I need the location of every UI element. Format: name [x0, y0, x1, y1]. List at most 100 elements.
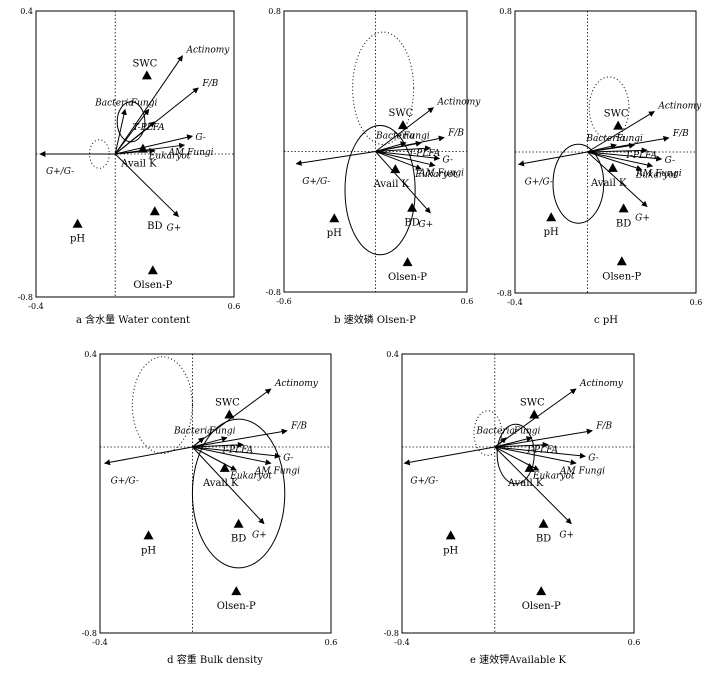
panel-c-point-ph: [546, 212, 557, 222]
panel-c-point-label: pH: [544, 227, 559, 238]
panel-b-solid-circle: [344, 125, 416, 256]
panel-a-point-ph: [72, 218, 83, 228]
panel-d-point-label: Avail K: [202, 478, 239, 489]
panel-e-arrow-label: T-PLFA: [526, 446, 558, 456]
panel-e-ytick-min: -0.8: [384, 629, 399, 638]
panel-e-solid-circle: [496, 423, 535, 485]
panel-d-arrow-am-fungi: [192, 446, 272, 466]
panel-a-arrow-fungi: [114, 108, 150, 155]
panel-d-arrow-label: AM Fungi: [254, 466, 300, 476]
panel-b-point-label: BD: [404, 218, 419, 229]
panel-c-arrow-label: Eukaryot: [635, 171, 678, 181]
panel-c-xtick-max: 0.6: [690, 298, 703, 307]
panel-d-point-label: BD: [231, 534, 246, 545]
panel-d-frame: [99, 353, 332, 634]
panel-b-arrow-am-fungi: [375, 151, 436, 168]
panel-d-arrow-f-b: [192, 428, 288, 448]
panel-e-point-label: SWC: [520, 397, 545, 408]
panel-e-point-bd: [538, 518, 549, 528]
panel-b-arrow-label: G+/G-: [302, 177, 330, 187]
panel-c-title: c pH: [594, 315, 618, 326]
panel-d-ytick-max: 0.4: [84, 350, 97, 359]
panel-e-arrow-label: Actinomy: [579, 379, 624, 389]
panel-d-arrow-eukaryot: [192, 446, 237, 471]
panel-d-arrow-label: G+: [252, 531, 267, 541]
panel-b-arrow-label: Eukaryot: [414, 170, 457, 180]
panel-e-point-ph: [445, 530, 456, 540]
panel-a-point-label: Avail K: [120, 159, 157, 170]
panel-a-arrow-label: AM Fungi: [168, 148, 214, 158]
panel-e: Actinomy F/B Bacteria Fungi T-PLFA G- AM Fungi…: [384, 350, 641, 666]
panel-c-arrow-label: F/B: [672, 129, 689, 139]
panel-e-point-label: Olsen-P: [522, 601, 561, 612]
panel-a-point-bd: [149, 206, 160, 216]
panel-e-arrow-bacteria: [494, 437, 507, 448]
panel-d-point-label: pH: [141, 545, 156, 556]
panel-b-point-swc: [397, 120, 408, 130]
panel-a-point-label: BD: [147, 221, 162, 232]
panel-c-arrow-am-fungi: [587, 151, 654, 168]
panel-d-point-bd: [233, 518, 244, 528]
panel-b-point-ph: [329, 213, 340, 223]
panel-b-arrow-g-: [375, 151, 431, 214]
panel-c-arrow-label: T-PLFA: [625, 151, 657, 161]
panel-b-xtick-max: 0.6: [461, 297, 474, 306]
panel-b-point-avail-k: [390, 164, 401, 174]
panel-a-arrow-label: G-: [195, 133, 205, 143]
panel-a-arrow-bacteria: [114, 108, 127, 155]
panel-d-solid-circle: [191, 418, 286, 569]
panel-e-xtick-min: -0.4: [394, 638, 409, 647]
panel-b-point-label: Olsen-P: [388, 272, 427, 283]
panel-a-arrow-label: Bacteria: [94, 98, 134, 108]
panel-e-arrow-eukaryot: [494, 446, 540, 471]
panel-e-xtick-max: 0.6: [628, 638, 641, 647]
panel-a-xtick-max: 0.6: [228, 302, 241, 311]
panel-a-point-olsen-p: [147, 265, 158, 275]
panel-e-arrow-fungi: [494, 436, 533, 448]
panel-e-arrow-label: Eukaryot: [532, 471, 575, 481]
panel-c-arrow-label: Actinomy: [657, 101, 702, 111]
panel-d-arrow-label: T-PLFA: [221, 446, 253, 456]
panel-b-arrow-label: Actinomy: [436, 98, 481, 108]
panel-c-arrow-label: AM Fungi: [636, 169, 682, 179]
panel-c-point-label: BD: [616, 218, 631, 229]
panel-b-arrow-label: G+: [418, 220, 433, 230]
panel-a-arrow-label: T-PLFA: [133, 123, 165, 133]
panel-c-arrow-label: G+: [635, 214, 650, 224]
panel-d-arrow-g-: [192, 446, 265, 525]
panel-d-dotted-circle: [131, 356, 193, 455]
panel-c-arrow-label: G-: [665, 156, 675, 166]
panel-e-arrow-g-: [494, 446, 572, 525]
panel-b-arrow-g-g-: [295, 151, 376, 166]
panel-a-arrow-label: F/B: [201, 79, 218, 89]
panel-d-arrow-t-plfa: [192, 441, 244, 448]
panel-e-point-label: BD: [536, 534, 551, 545]
panel-e-arrow-label: AM Fungi: [559, 466, 605, 476]
panel-a-arrow-label: Eukaryot: [148, 151, 191, 161]
panel-b-xtick-min: -0.6: [276, 297, 291, 306]
panel-c-arrow-actinomy: [587, 111, 655, 153]
panel-c-point-label: Avail K: [590, 178, 627, 189]
panel-b-arrow-label: AM Fungi: [418, 169, 464, 179]
panel-b-arrow-label: Fungi: [402, 132, 430, 142]
panel-d-point-olsen-p: [231, 586, 242, 596]
panel-b-point-label: pH: [327, 228, 342, 239]
panel-e-point-label: Avail K: [507, 478, 544, 489]
panel-e-arrow-am-fungi: [494, 446, 577, 466]
panel-b-point-label: Avail K: [373, 179, 410, 190]
panel-d-title: d 容重 Bulk density: [167, 653, 263, 666]
panel-d-arrow-label: Bacteria: [173, 427, 213, 437]
panel-a-arrow-label: G+: [167, 224, 182, 234]
panel-e-arrow-label: G-: [588, 453, 598, 463]
panel-b-arrow-label: T-PLFA: [408, 149, 440, 159]
panel-d-arrow-fungi: [192, 436, 228, 448]
panel-e-arrow-label: F/B: [595, 422, 612, 432]
panel-a-title: a 含水量 Water content: [76, 313, 190, 326]
panel-c-point-label: Olsen-P: [602, 271, 641, 282]
panel-b-arrow-fungi: [375, 140, 422, 152]
panel-d-point-swc: [224, 409, 235, 419]
